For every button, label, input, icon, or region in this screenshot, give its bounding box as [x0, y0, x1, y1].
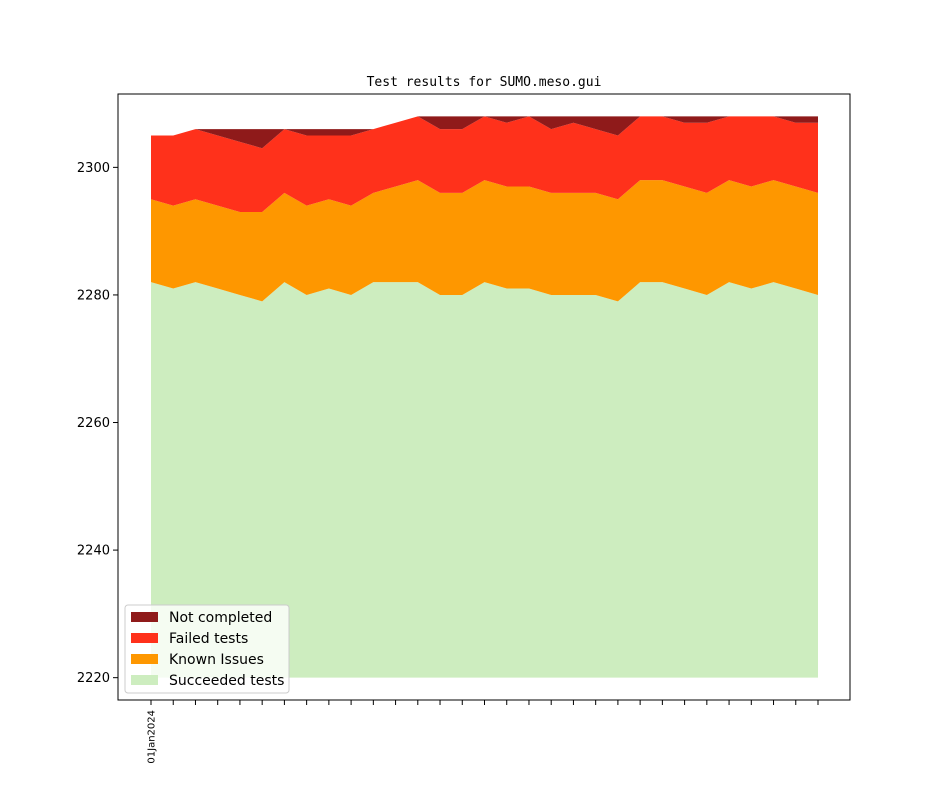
x-tick-label: 01Jan2024 [147, 710, 158, 764]
legend-swatch-known-issues [131, 654, 158, 664]
legend-swatch-not-completed [131, 612, 158, 622]
y-tick-label: 2240 [77, 544, 110, 559]
chart-title: Test results for SUMO.meso.gui [367, 75, 602, 90]
y-tick-label: 2300 [77, 161, 110, 176]
legend-swatch-succeeded-tests [131, 675, 158, 685]
area-failed-tests [151, 116, 818, 213]
legend-label-succeeded-tests: Succeeded tests [169, 673, 284, 689]
legend-label-not-completed: Not completed [169, 610, 272, 626]
legend-box [124, 604, 290, 694]
y-tick-label: 2280 [77, 288, 110, 303]
area-succeeded-tests [151, 282, 818, 678]
areas-layer [151, 116, 818, 678]
x-axis: 01Jan2024 [147, 700, 819, 764]
legend-label-known-issues: Known Issues [169, 652, 264, 668]
legend: Not completed Failed tests Known Issues Suc… [124, 604, 290, 694]
y-tick-label: 2220 [77, 671, 110, 686]
area-known-issues [151, 180, 818, 302]
legend-swatch-failed-tests [131, 633, 158, 643]
y-tick-label: 2260 [77, 416, 110, 431]
legend-label-failed-tests: Failed tests [169, 631, 248, 647]
y-axis: 2220 2240 2260 2280 2300 [77, 161, 118, 686]
